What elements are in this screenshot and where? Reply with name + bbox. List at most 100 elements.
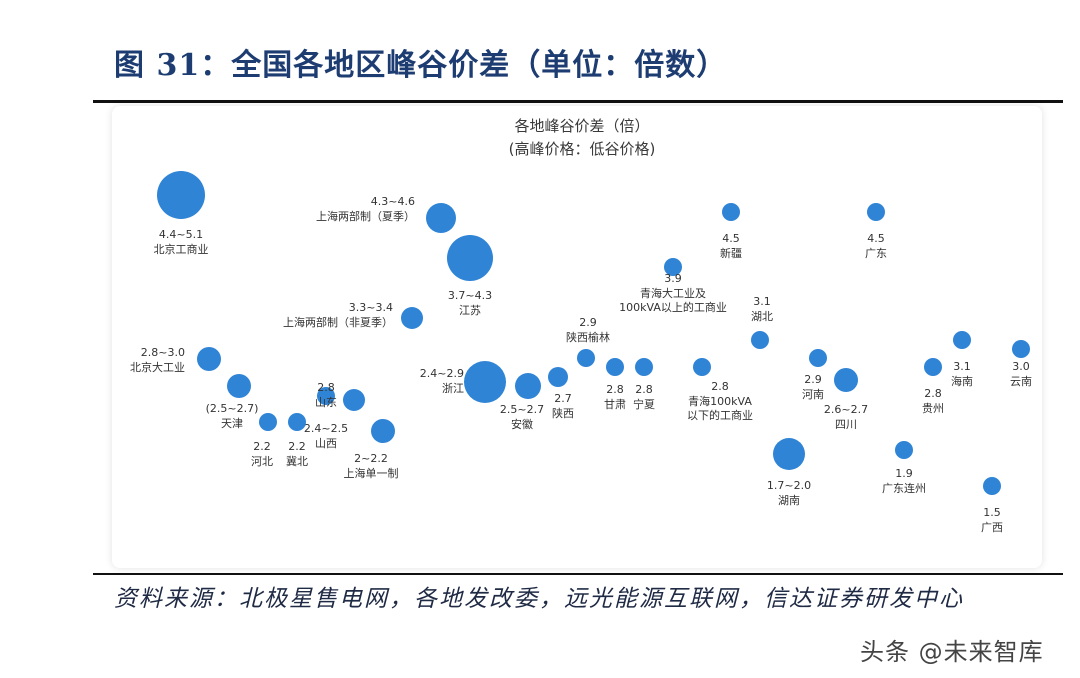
region-label-jiangsu: 江苏 <box>459 304 481 317</box>
value-label-henan: 2.9 <box>804 373 822 386</box>
region-label-sichuan: 四川 <box>835 418 857 431</box>
chart-panel: 各地峰谷价差（倍） (高峰价格：低谷价格) 4.4~5.1 北京工商业 4.3~4.… <box>112 106 1042 568</box>
region-label-qinghai-large: 青海大工业及青海大工业及100kVA以上的工商业 <box>640 286 706 300</box>
bubble-ningxia <box>635 358 653 376</box>
region-label-zhejiang: 浙江 <box>442 382 464 395</box>
value-label-guizhou: 2.8 <box>924 387 942 400</box>
bubble-anhui <box>515 373 541 399</box>
region-label-beijing: 北京工商业 <box>154 242 209 256</box>
bubble-jibei <box>288 413 306 431</box>
value-label-shanghai-two-summer: 4.3~4.6 <box>371 195 415 208</box>
region-label-shaanxi: 陕西 <box>552 406 574 420</box>
bubble-shanghai-two-summer <box>426 203 456 233</box>
bubble-shanghai-single <box>371 419 395 443</box>
bubble-yunnan <box>1012 340 1030 358</box>
source-note: 资料来源：北极星售电网，各地发改委，远光能源互联网，信达证券研发中心 <box>114 586 964 612</box>
bubble-guangxi <box>983 477 1001 495</box>
value-label-shaanxi: 2.7 <box>554 392 572 405</box>
bubble-shanghai-two-nonsummer <box>401 307 423 329</box>
value-label-gansu: 2.8 <box>606 383 624 396</box>
value-label-yunnan: 3.0 <box>1012 360 1030 373</box>
value-label-guangdong: 4.5 <box>867 232 885 245</box>
bubble-shanxi <box>343 389 365 411</box>
region-label-shanghai-single: 上海单一制 <box>344 466 399 480</box>
bubble-tianjin <box>227 374 251 398</box>
top-rule <box>93 100 1063 103</box>
chart-title: 各地峰谷价差（倍） <box>514 117 649 135</box>
bubble-henan <box>809 349 827 367</box>
bubble-xinjiang <box>722 203 740 221</box>
region-label-hebei: 河北 <box>251 455 273 468</box>
value-label-shandong: 2.8 <box>317 381 335 394</box>
bubble-shaanxi <box>548 367 568 387</box>
value-label-shanghai-single: 2~2.2 <box>354 452 388 465</box>
figure-title: 图 31：全国各地区峰谷价差（单位：倍数） <box>114 48 728 83</box>
value-label-qinghai-large: 3.9 <box>664 272 682 285</box>
region-label-guangxi: 广西 <box>981 521 1003 534</box>
bubble-gansu <box>606 358 624 376</box>
bubble-qinghai-small <box>693 358 711 376</box>
region-label-shanghai-two-nonsummer: 上海两部制（非夏季） <box>283 315 393 329</box>
region-label-guizhou: 贵州 <box>922 402 944 415</box>
bubble-shandong <box>317 387 335 405</box>
value-label-jiangsu: 3.7~4.3 <box>448 289 492 302</box>
region-label-shanxi: 山西 <box>315 437 337 450</box>
region-label-xinjiang: 新疆 <box>720 246 742 260</box>
bubble-hunan <box>773 438 805 470</box>
region-label-tianjin: 天津 <box>221 417 243 430</box>
value-label-hubei: 3.1 <box>753 295 771 308</box>
value-label-anhui: 2.5~2.7 <box>500 403 544 416</box>
region-label-hainan: 海南 <box>951 374 973 388</box>
chart-subtitle: (高峰价格：低谷价格) <box>509 140 656 158</box>
region-label-guangdong-lianzhou: 广东连州 <box>882 482 926 495</box>
bubble-guangdong <box>867 203 885 221</box>
region-label-shandong: 山东 <box>315 396 337 409</box>
value-label-guangxi: 1.5 <box>983 506 1001 519</box>
value-label-hebei: 2.2 <box>253 440 271 453</box>
bubble-hebei <box>259 413 277 431</box>
value-label-shanghai-two-nonsummer: 3.3~3.4 <box>349 301 393 314</box>
bubble-hubei <box>751 331 769 349</box>
value-label-jibei: 2.2 <box>288 440 306 453</box>
bubble-guizhou <box>924 358 942 376</box>
bottom-rule <box>93 573 1063 575</box>
bubble-guangdong-lianzhou <box>895 441 913 459</box>
region-label-shaanxi-yulin: 陕西榆林 <box>566 330 610 344</box>
region-label-qinghai-small: 青海100kVA青海100kVA以下的工商业 <box>688 394 752 408</box>
region-label-anhui: 安徽 <box>511 417 533 431</box>
bubble-beijing <box>157 171 205 219</box>
region-label-hunan: 湖南 <box>778 494 800 507</box>
region-label-shanghai-two-summer: 上海两部制（夏季） <box>316 209 415 223</box>
bubble-jiangsu <box>447 235 493 281</box>
value-label-sichuan: 2.6~2.7 <box>824 403 868 416</box>
region-label-hubei: 湖北 <box>751 310 773 323</box>
region-label-gansu: 甘肃 <box>604 398 626 411</box>
bubble-beijing-large <box>197 347 221 371</box>
region-label-yunnan: 云南 <box>1010 375 1032 388</box>
bubble-shaanxi-yulin <box>577 349 595 367</box>
bubble-zhejiang <box>464 361 506 403</box>
region-label-qinghai-large-line2: 100kVA以上的工商业 <box>619 300 727 314</box>
value-label-beijing-large: 2.8~3.0 <box>141 346 185 359</box>
watermark: 头条 @未来智库 <box>860 638 1044 666</box>
value-label-hunan: 1.7~2.0 <box>767 479 811 492</box>
value-label-zhejiang: 2.4~2.9 <box>420 367 464 380</box>
bubble-qinghai-large <box>664 258 682 276</box>
region-label-beijing-large: 北京大工业 <box>130 360 185 374</box>
value-label-guangdong-lianzhou: 1.9 <box>895 467 913 480</box>
value-label-tianjin: (2.5~2.7) <box>206 402 259 415</box>
region-label-jibei: 冀北 <box>286 454 308 468</box>
region-label-ningxia: 宁夏 <box>633 397 655 411</box>
region-label-henan: 河南 <box>802 388 824 401</box>
bubble-sichuan <box>834 368 858 392</box>
value-label-hainan: 3.1 <box>953 360 971 373</box>
bubble-hainan <box>953 331 971 349</box>
value-label-shaanxi-yulin: 2.9 <box>579 316 597 329</box>
value-label-beijing: 4.4~5.1 <box>159 228 203 241</box>
region-label-guangdong: 广东 <box>865 247 887 260</box>
value-label-qinghai-small: 2.8 <box>711 380 729 393</box>
value-label-ningxia: 2.8 <box>635 383 653 396</box>
value-label-shanxi: 2.4~2.5 <box>304 422 348 435</box>
